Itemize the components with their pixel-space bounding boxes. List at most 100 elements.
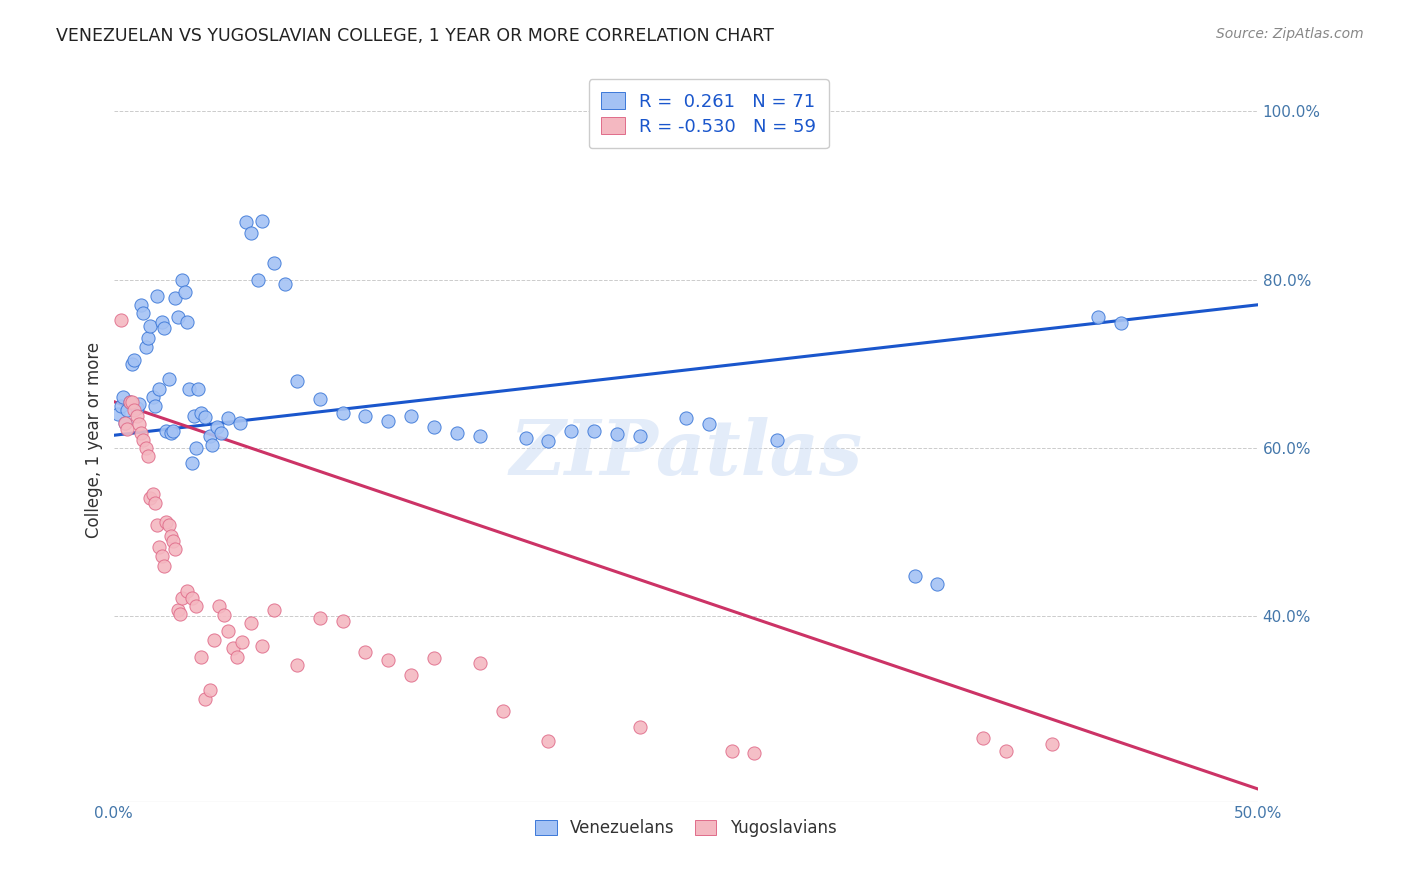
Point xyxy=(146,289,169,303)
Point xyxy=(180,591,202,605)
Text: ZIPatlas: ZIPatlas xyxy=(509,417,862,491)
Point xyxy=(399,668,422,682)
Point xyxy=(1087,310,1109,324)
Point xyxy=(194,691,217,706)
Point xyxy=(308,611,330,625)
Point xyxy=(246,272,269,286)
Point xyxy=(583,424,606,438)
Point xyxy=(136,331,159,345)
Point xyxy=(169,607,191,621)
Point xyxy=(222,641,245,656)
Point xyxy=(155,424,177,438)
Point xyxy=(744,746,766,760)
Point xyxy=(118,394,141,409)
Point xyxy=(135,340,157,354)
Point xyxy=(132,433,155,447)
Point xyxy=(184,441,207,455)
Point xyxy=(121,394,143,409)
Legend: Venezuelans, Yugoslavians: Venezuelans, Yugoslavians xyxy=(529,813,844,844)
Point xyxy=(628,721,651,735)
Point xyxy=(153,558,176,573)
Point xyxy=(184,599,207,614)
Point xyxy=(148,382,170,396)
Point xyxy=(142,391,165,405)
Point xyxy=(468,656,491,670)
Point xyxy=(217,624,239,639)
Point xyxy=(226,649,249,664)
Point xyxy=(252,639,274,653)
Point xyxy=(124,352,146,367)
Point xyxy=(308,392,330,406)
Point xyxy=(110,313,132,327)
Point xyxy=(766,433,789,447)
Point xyxy=(468,429,491,443)
Point xyxy=(155,515,177,529)
Point xyxy=(628,429,651,443)
Point xyxy=(124,403,146,417)
Point xyxy=(201,438,224,452)
Point xyxy=(129,425,152,440)
Point xyxy=(172,591,194,605)
Point xyxy=(107,407,129,421)
Point xyxy=(142,487,165,501)
Point xyxy=(128,417,150,432)
Point xyxy=(377,414,399,428)
Text: VENEZUELAN VS YUGOSLAVIAN COLLEGE, 1 YEAR OR MORE CORRELATION CHART: VENEZUELAN VS YUGOSLAVIAN COLLEGE, 1 YEA… xyxy=(56,27,775,45)
Point xyxy=(148,541,170,555)
Point xyxy=(205,420,228,434)
Point xyxy=(423,651,446,665)
Point xyxy=(252,213,274,227)
Point xyxy=(187,382,209,396)
Point xyxy=(212,607,235,622)
Point xyxy=(125,401,148,415)
Point xyxy=(274,277,297,291)
Point xyxy=(114,416,136,430)
Point xyxy=(198,429,221,443)
Point xyxy=(139,318,162,333)
Point xyxy=(150,315,173,329)
Point xyxy=(995,744,1018,758)
Point xyxy=(1040,737,1063,751)
Point xyxy=(173,285,195,300)
Point xyxy=(240,616,263,631)
Point xyxy=(176,584,198,599)
Point xyxy=(263,602,285,616)
Point xyxy=(209,425,232,440)
Point xyxy=(231,634,253,648)
Point xyxy=(111,391,134,405)
Point xyxy=(194,409,217,424)
Point xyxy=(492,704,515,718)
Point xyxy=(697,417,720,432)
Y-axis label: College, 1 year or more: College, 1 year or more xyxy=(86,342,103,538)
Point xyxy=(143,496,166,510)
Point xyxy=(972,731,994,746)
Point xyxy=(927,577,949,591)
Point xyxy=(208,599,231,614)
Point xyxy=(675,410,697,425)
Point xyxy=(198,683,221,698)
Point xyxy=(179,382,201,396)
Point xyxy=(160,529,183,543)
Point xyxy=(285,658,308,673)
Point xyxy=(125,409,148,423)
Point xyxy=(354,645,377,659)
Point xyxy=(153,321,176,335)
Point xyxy=(720,744,742,758)
Point xyxy=(399,409,422,423)
Point xyxy=(162,424,184,438)
Point xyxy=(129,298,152,312)
Point xyxy=(117,422,139,436)
Point xyxy=(136,450,159,464)
Point xyxy=(354,409,377,423)
Point xyxy=(157,372,180,386)
Point xyxy=(332,614,354,628)
Point xyxy=(332,406,354,420)
Point xyxy=(114,416,136,430)
Point xyxy=(537,434,560,449)
Point xyxy=(135,441,157,455)
Point xyxy=(172,272,194,286)
Point xyxy=(143,399,166,413)
Point xyxy=(537,734,560,748)
Point xyxy=(606,427,628,442)
Point xyxy=(515,431,537,445)
